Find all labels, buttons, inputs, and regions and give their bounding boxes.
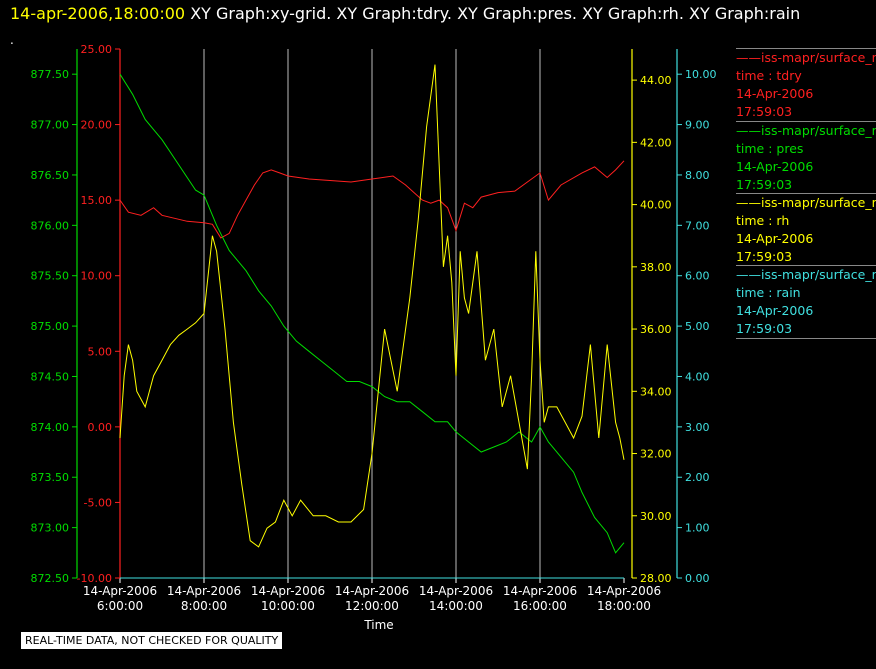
x-tick-label: 14-Apr-2006	[335, 584, 409, 598]
quality-disclaimer: REAL-TIME DATA, NOT CHECKED FOR QUALITY	[20, 631, 284, 650]
legend-date: 14-Apr-2006	[736, 231, 814, 246]
pres-axis-tick-label: 877.00	[31, 119, 70, 132]
tdry-axis-tick-label: -5.00	[84, 496, 112, 509]
legend-date: 14-Apr-2006	[736, 86, 814, 101]
x-tick-label: 14-Apr-2006	[587, 584, 661, 598]
series-line-tdry	[119, 160, 625, 239]
legend-date: 14-Apr-2006	[736, 303, 814, 318]
rh-axis-tick-label: 32.00	[640, 448, 672, 461]
rain-axis-tick-label: 6.00	[685, 270, 710, 283]
legend-swatch: ——	[736, 50, 761, 65]
rh-axis-tick-label: 28.00	[640, 572, 672, 585]
rh-axis-tick-label: 30.00	[640, 510, 672, 523]
x-tick-label: 12:00:00	[345, 599, 399, 613]
series-line-pres	[119, 73, 625, 554]
pres-axis-tick-label: 874.00	[31, 421, 70, 434]
legend-time: 17:59:03	[736, 104, 793, 119]
legend-time: 17:59:03	[736, 177, 793, 192]
legend-date: 14-Apr-2006	[736, 159, 814, 174]
tdry-axis-tick-label: 15.00	[81, 194, 113, 207]
x-tick-label: 14-Apr-2006	[83, 584, 157, 598]
legend-time: 17:59:03	[736, 249, 793, 264]
rain-axis-tick-label: 2.00	[685, 471, 710, 484]
status-dot: .	[10, 33, 14, 47]
tdry-axis-tick-label: 5.00	[88, 345, 113, 358]
pres-axis-tick-label: 872.50	[31, 572, 70, 585]
rh-axis-tick-label: 42.00	[640, 136, 672, 149]
rain-axis-tick-label: 5.00	[685, 320, 710, 333]
legend-swatch: ——	[736, 195, 761, 210]
legend-name: iss-mapr/surface_met	[761, 267, 876, 282]
x-tick-label: 14-Apr-2006	[419, 584, 493, 598]
tdry-axis-tick-label: 25.00	[81, 43, 113, 56]
rain-axis-tick-label: 3.00	[685, 421, 710, 434]
pres-axis-tick-label: 874.50	[31, 370, 70, 383]
x-tick-label: 16:00:00	[513, 599, 567, 613]
x-tick-label: 10:00:00	[261, 599, 315, 613]
legend-label: time : rain	[736, 285, 801, 300]
pres-axis-tick-label: 875.00	[31, 320, 70, 333]
legend-time: 17:59:03	[736, 321, 793, 336]
rh-axis-tick-label: 44.00	[640, 74, 672, 87]
x-tick-label: 14-Apr-2006	[251, 584, 325, 598]
legend-swatch: ——	[736, 123, 761, 138]
rain-axis-tick-label: 7.00	[685, 219, 710, 232]
rain-axis-tick-label: 4.00	[685, 370, 710, 383]
x-tick-label: 6:00:00	[97, 599, 143, 613]
x-tick-label: 14-Apr-2006	[167, 584, 241, 598]
title-timestamp: 14-apr-2006,18:00:00	[10, 4, 186, 23]
rain-axis-tick-label: 10.00	[685, 68, 717, 81]
legend-entry-rain[interactable]: ——iss-mapr/surface_met time : rain 14-Ap…	[736, 265, 876, 339]
rh-axis-tick-label: 34.00	[640, 385, 672, 398]
rh-axis-tick-label: 38.00	[640, 261, 672, 274]
legend-label: time : pres	[736, 141, 804, 156]
legend-label: time : rh	[736, 213, 790, 228]
legend-series-name: ——iss-mapr/surface_met	[736, 121, 876, 140]
tdry-axis-tick-label: -10.00	[77, 572, 112, 585]
legend-series-name: ——iss-mapr/surface_met	[736, 265, 876, 284]
legend-entry-pres[interactable]: ——iss-mapr/surface_met time : pres 14-Ap…	[736, 121, 876, 194]
legend-name: iss-mapr/surface_met	[761, 50, 876, 65]
legend-entry-tdry[interactable]: ——iss-mapr/surface_met time : tdry 14-Ap…	[736, 48, 876, 121]
legend-swatch: ——	[736, 267, 761, 282]
rh-axis-tick-label: 36.00	[640, 323, 672, 336]
pres-axis-tick-label: 875.50	[31, 270, 70, 283]
tdry-axis-tick-label: 0.00	[88, 421, 113, 434]
rain-axis-tick-label: 9.00	[685, 119, 710, 132]
pres-axis-tick-label: 877.50	[31, 68, 70, 81]
x-axis-title: Time	[363, 618, 393, 632]
rain-axis-tick-label: 0.00	[685, 572, 710, 585]
rain-axis-tick-label: 8.00	[685, 169, 710, 182]
legend-label: time : tdry	[736, 68, 802, 83]
pres-axis-tick-label: 873.50	[31, 471, 70, 484]
x-tick-label: 8:00:00	[181, 599, 227, 613]
legend-name: iss-mapr/surface_met	[761, 123, 876, 138]
legend-series-name: ——iss-mapr/surface_met	[736, 48, 876, 67]
tdry-axis-tick-label: 10.00	[81, 270, 113, 283]
legend-entry-rh[interactable]: ——iss-mapr/surface_met time : rh 14-Apr-…	[736, 193, 876, 266]
legend-name: iss-mapr/surface_met	[761, 195, 876, 210]
pres-axis-tick-label: 876.50	[31, 169, 70, 182]
pres-axis-tick-label: 873.00	[31, 522, 70, 535]
series-line-rh	[119, 64, 625, 548]
tdry-axis-tick-label: 20.00	[81, 119, 113, 132]
x-tick-label: 14:00:00	[429, 599, 483, 613]
rain-axis-tick-label: 1.00	[685, 522, 710, 535]
page-title: 14-apr-2006,18:00:00 XY Graph:xy-grid. X…	[10, 4, 800, 23]
pres-axis-tick-label: 876.00	[31, 219, 70, 232]
x-tick-label: 18:00:00	[597, 599, 651, 613]
title-graph-list: XY Graph:xy-grid. XY Graph:tdry. XY Grap…	[190, 4, 801, 23]
rh-axis-tick-label: 40.00	[640, 199, 672, 212]
legend-series-name: ——iss-mapr/surface_met	[736, 193, 876, 212]
x-tick-label: 14-Apr-2006	[503, 584, 577, 598]
